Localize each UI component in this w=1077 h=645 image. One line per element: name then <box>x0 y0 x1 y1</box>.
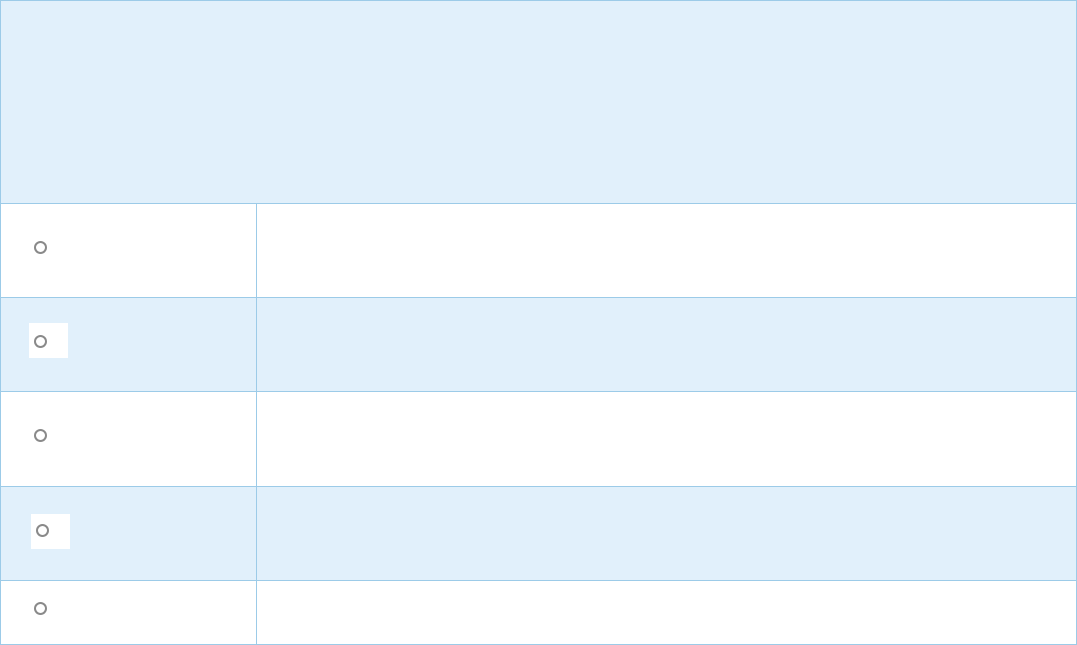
radio-button[interactable] <box>34 335 47 348</box>
radio-button[interactable] <box>34 429 47 442</box>
table-cell <box>1 204 257 297</box>
table-row <box>1 487 1076 581</box>
table-row <box>1 204 1076 298</box>
radio-button[interactable] <box>36 524 49 537</box>
table-cell <box>1 487 257 580</box>
radio-button[interactable] <box>34 602 47 615</box>
table-cell <box>1 581 257 644</box>
table-header <box>1 1 1076 204</box>
table-cell <box>1 298 257 391</box>
table-row <box>1 581 1076 644</box>
table-row <box>1 298 1076 392</box>
table-row <box>1 392 1076 487</box>
table-cell <box>1 392 257 486</box>
radio-button[interactable] <box>34 241 47 254</box>
